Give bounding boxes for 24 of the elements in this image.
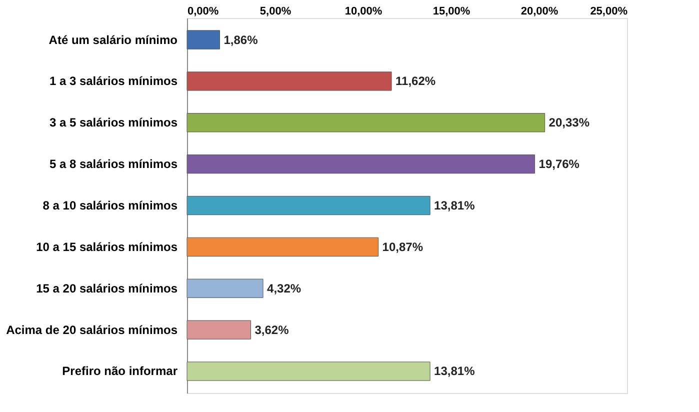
y-tick-label: Até um salário mínimo — [48, 32, 178, 47]
data-label: 13,81% — [434, 364, 476, 378]
data-label: 13,81% — [434, 198, 476, 212]
data-label: 19,76% — [538, 157, 580, 172]
y-tick-label: 1 a 3 salários mínimos — [49, 74, 178, 88]
y-tick-label: 15 a 20 salários mínimos — [36, 281, 178, 296]
x-tick-label: 10,00% — [344, 6, 382, 18]
x-tick-label: 15,00% — [432, 6, 470, 18]
y-tick-label: 8 a 10 salários mínimos — [42, 198, 178, 212]
data-label: 10,87% — [382, 240, 424, 254]
y-tick-label: Prefiro não informar — [62, 364, 178, 378]
data-label: 3,62% — [254, 322, 290, 337]
y-tick-label: Acima de 20 salários mínimos — [6, 322, 178, 337]
y-tick-label: 10 a 15 salários mínimos — [36, 240, 178, 254]
data-label: 11,62% — [396, 74, 436, 88]
x-tick-label: 25,00% — [590, 6, 628, 18]
y-tick-label: 3 a 5 salários mínimos — [49, 116, 178, 130]
y-tick-label: 5 a 8 salários mínimos — [49, 157, 178, 172]
x-tick-label: 5,00% — [260, 6, 292, 18]
x-tick-label: 0,00% — [188, 6, 219, 18]
data-label: 20,33% — [548, 116, 590, 130]
data-label: 4,32% — [267, 281, 302, 296]
x-tick-label: 20,00% — [520, 6, 558, 18]
data-label: 1,86% — [224, 32, 258, 47]
